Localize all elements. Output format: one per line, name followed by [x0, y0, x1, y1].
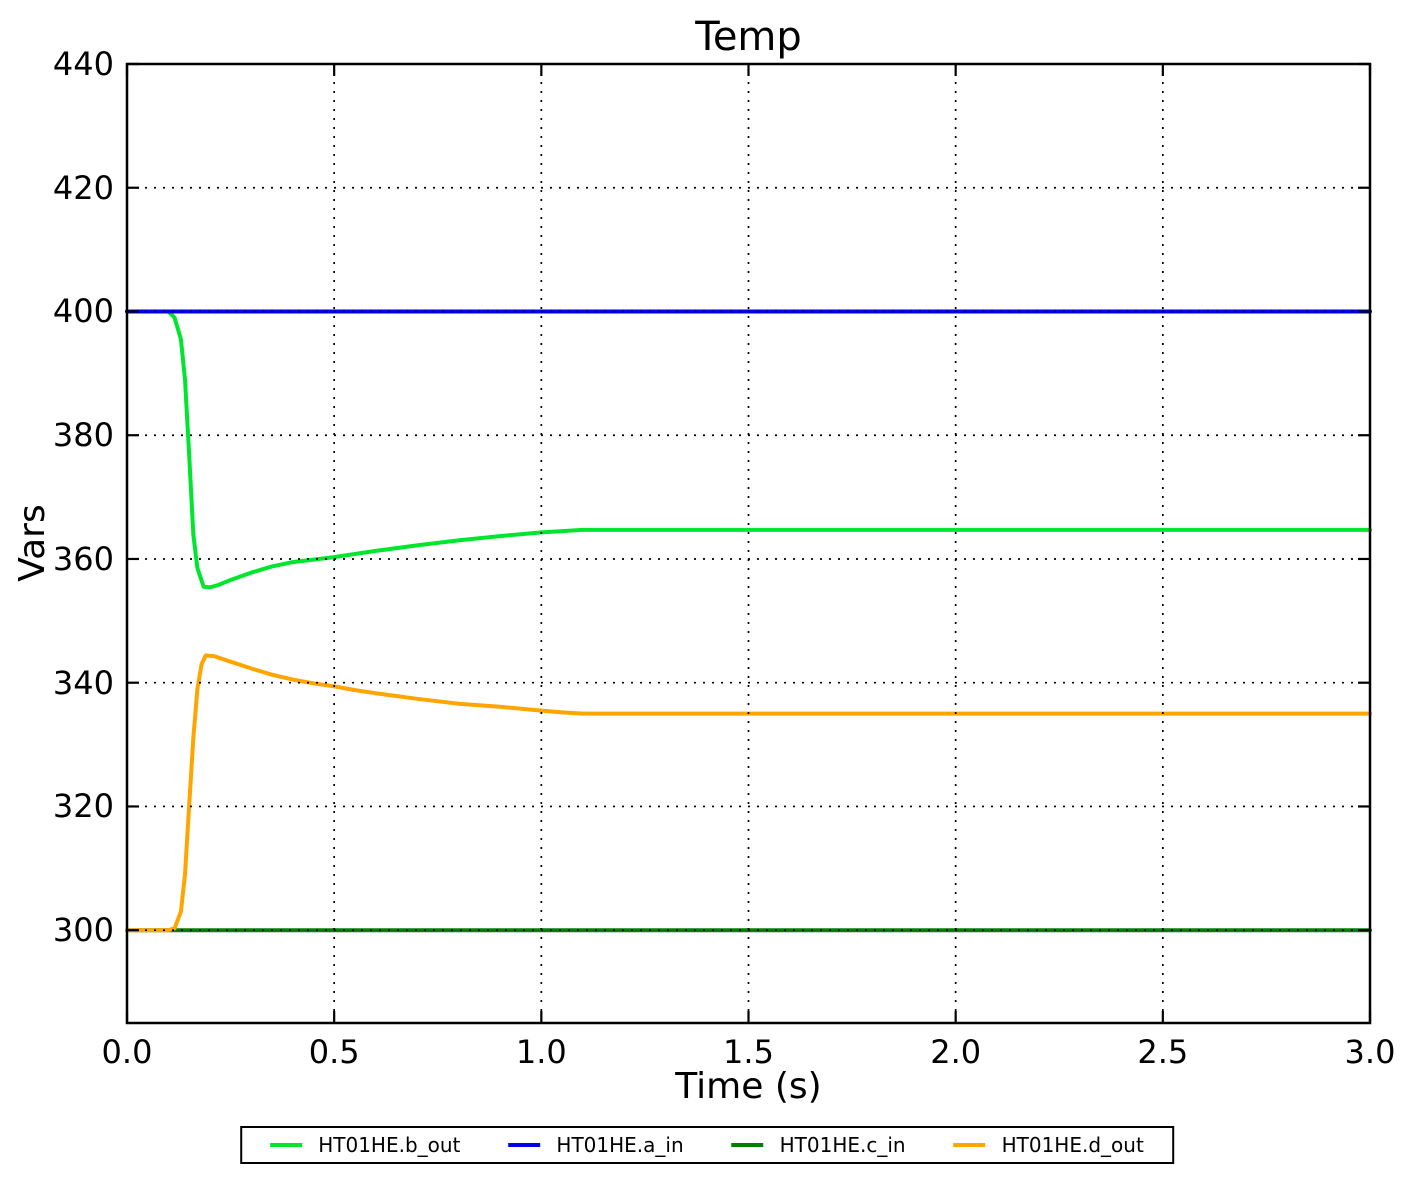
y-tick-label: 440	[52, 45, 114, 83]
legend-label: HT01HE.b_out	[318, 1133, 461, 1157]
legend-label: HT01HE.a_in	[556, 1133, 684, 1157]
y-tick-label: 340	[52, 663, 114, 702]
y-tick-label: 380	[52, 416, 114, 455]
series-line-HT01HE.d_out	[125, 653, 1372, 933]
y-tick-label: 360	[52, 539, 114, 578]
y-tick-label: 320	[52, 787, 114, 826]
legend-entry: HT01HE.a_in	[508, 1133, 684, 1157]
legend-label: HT01HE.d_out	[1001, 1133, 1144, 1157]
chart-title: Temp	[695, 14, 802, 60]
y-tick-label: 300	[52, 911, 114, 950]
legend-entry: HT01HE.b_out	[270, 1133, 460, 1157]
axes-box	[125, 62, 1372, 1025]
x-tick-label: 1.0	[515, 1033, 567, 1071]
y-tick-label: 400	[52, 292, 114, 331]
x-tick-label: 3.0	[1344, 1033, 1396, 1071]
series-line-HT01HE.b_out	[125, 309, 1372, 590]
legend-label: HT01HE.c_in	[779, 1133, 906, 1157]
y-tick-label: 420	[52, 168, 114, 207]
x-tick-label: 0.0	[101, 1033, 153, 1071]
legend-line-swatch	[731, 1143, 764, 1147]
legend-line-swatch	[270, 1143, 303, 1147]
x-tick-label: 2.5	[1137, 1033, 1189, 1071]
legend-line-swatch	[508, 1143, 541, 1147]
x-axis-label: Time (s)	[675, 1066, 822, 1107]
legend: HT01HE.b_out HT01HE.a_in HT01HE.c_in HT01HE…	[240, 1126, 1174, 1164]
legend-line-swatch	[953, 1143, 986, 1147]
x-tick-label: 1.5	[723, 1033, 774, 1071]
legend-entry: HT01HE.c_in	[731, 1133, 906, 1157]
x-tick-label: 2.0	[930, 1033, 982, 1071]
legend-entry: HT01HE.d_out	[953, 1133, 1144, 1157]
x-tick-label: 0.5	[308, 1033, 360, 1071]
